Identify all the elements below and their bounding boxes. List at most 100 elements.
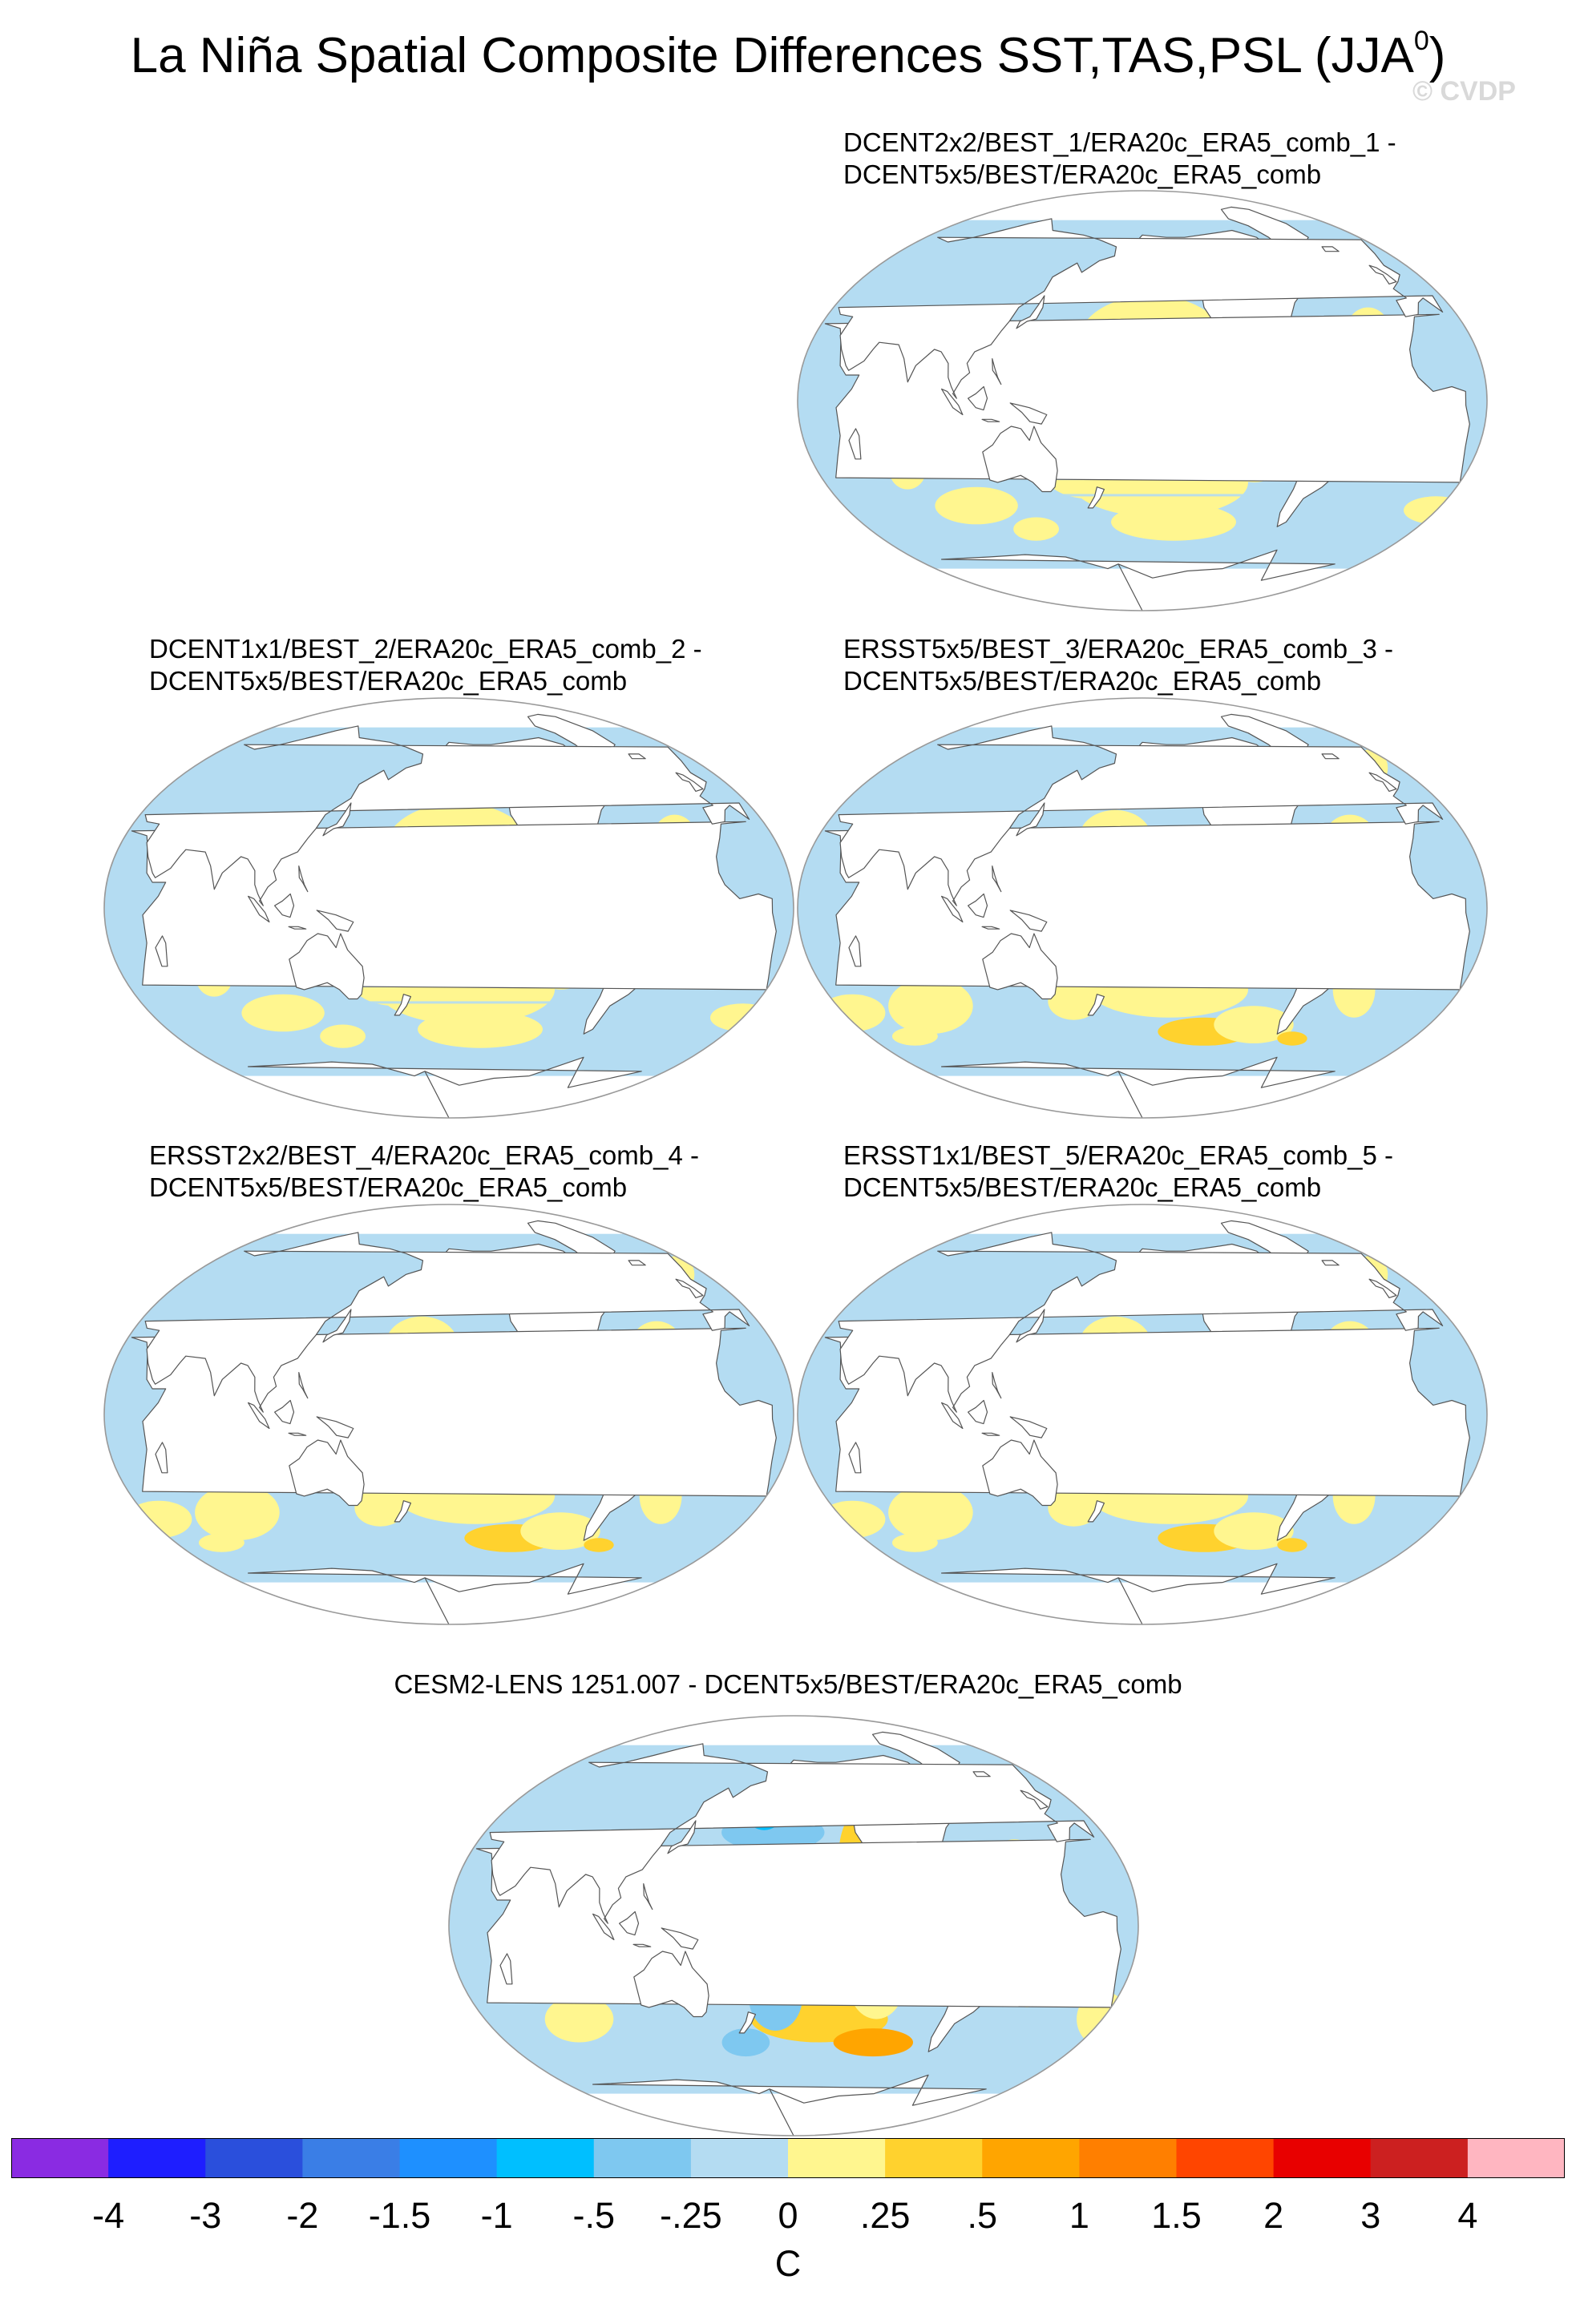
uk-land [675,1278,704,1298]
anomaly-patch [721,2028,770,2057]
africa-land [824,1327,1470,1497]
colorbar-tick-label: -1.5 [368,2195,431,2236]
eurasia-land [144,725,750,906]
colorbar-tick-label: -.25 [660,2195,722,2236]
anomaly-patch [544,1995,614,2043]
new-zealand-land [1087,994,1105,1016]
panel-title-3: ERSST5x5/BEST_3/ERA20c_ERA5_comb_3 - DCEN… [843,633,1393,697]
colorbar-swatch [496,2138,595,2178]
eurasia-land [838,218,1444,399]
panel-title-1: DCENT2x2/BEST_1/ERA20c_ERA5_comb_1 - DCEN… [843,127,1396,191]
anomaly-patch [1048,1489,1100,1527]
australia-land [982,933,1058,1000]
new-zealand-land [394,994,412,1016]
japan-land [1016,1309,1045,1343]
panel-2-title-line2: DCENT5x5/BEST/ERA20c_ERA5_comb [149,666,628,696]
japan-land [1016,802,1045,837]
colorbar-tick-label: 0 [778,2195,798,2236]
panel-5-title-line2: DCENT5x5/BEST/ERA20c_ERA5_comb [843,1172,1322,1202]
new-zealand-land [1087,1500,1105,1523]
anomaly-patch [125,1500,192,1539]
sumatra-land [248,895,270,923]
uk-land [1020,1789,1049,1810]
panel-4-title-line1: ERSST2x2/BEST_4/ERA20c_ERA5_comb_4 - [149,1140,699,1170]
uk-land [1368,772,1397,792]
colorbar-tick-label: .5 [967,2195,998,2236]
panel-5-title-line1: ERSST1x1/BEST_5/ERA20c_ERA5_comb_5 - [843,1140,1393,1170]
colorbar-tick-label: 4 [1457,2195,1478,2236]
anomaly-patch [935,486,1018,525]
map-panel-2 [103,697,794,1119]
antarctica-land [592,2074,987,2136]
africa-land [475,1838,1121,2008]
australia-land [982,426,1058,493]
title-close: ) [1429,28,1446,83]
map-panel-4 [103,1204,794,1625]
sumatra-land [941,1402,964,1430]
colorbar-swatch [788,2138,886,2178]
africa-land [131,1327,777,1497]
anomaly-patch [354,1489,406,1527]
antarctica-land [248,1563,642,1624]
anomaly-patch [195,1484,280,1541]
madagascar-land [848,935,862,967]
panel-3-title-line2: DCENT5x5/BEST/ERA20c_ERA5_comb [843,666,1322,696]
borneo-land [968,893,988,918]
panel-4-title-line2: DCENT5x5/BEST/ERA20c_ERA5_comb [149,1172,628,1202]
title-text: La Niña Spatial Composite Differences SS… [130,28,1414,83]
anomaly-patch [1277,1538,1307,1552]
map-outline [103,1204,794,1625]
grid-stripe [1039,494,1280,497]
colorbar-swatch [593,2138,692,2178]
title-superscript: 0 [1413,26,1429,56]
sumatra-land [592,1913,615,1941]
anomaly-patch [1048,982,1100,1020]
panel-title-5: ERSST1x1/BEST_5/ERA20c_ERA5_comb_5 - DCEN… [843,1140,1393,1204]
eurasia-land [838,1232,1444,1413]
new-zealand-land [1087,486,1105,509]
anomaly-patch [1013,517,1059,541]
africa-land [824,313,1470,483]
iceland-land [972,1771,991,1777]
map-outline [448,1715,1139,2136]
antarctica-land [248,1056,642,1118]
figure-title: La Niña Spatial Composite Differences SS… [0,24,1576,88]
panel-title-4: ERSST2x2/BEST_4/ERA20c_ERA5_comb_4 - DCEN… [149,1140,699,1204]
colorbar-units: C [774,2243,802,2284]
colorbar-swatch [1273,2138,1372,2178]
philippines-land [992,865,1002,893]
philippines-land [298,865,309,893]
sumatra-land [941,895,964,923]
panel-2-title-line1: DCENT1x1/BEST_2/ERA20c_ERA5_comb_2 - [149,634,702,664]
antarctica-land [941,1563,1336,1624]
panel-title-2: DCENT1x1/BEST_2/ERA20c_ERA5_comb_2 - DCEN… [149,633,702,697]
antarctica-land [941,1056,1336,1118]
colorbar-tick-label: -3 [189,2195,222,2236]
colorbar-swatch [399,2138,498,2178]
philippines-land [992,357,1002,385]
anomaly-patch [418,1011,543,1048]
anomaly-patch [833,2028,913,2057]
madagascar-land [155,935,168,967]
iceland-land [628,1260,646,1266]
colorbar-swatch [1370,2138,1469,2178]
indochina-islands-land [632,1943,652,1947]
iceland-land [1321,753,1340,760]
anomaly-patch [241,994,325,1032]
iceland-land [1321,1260,1340,1266]
colorbar-swatch [1079,2138,1178,2178]
panel-6-title-line1: CESM2-LENS 1251.007 - DCENT5x5/BEST/ERA2… [394,1669,1182,1699]
madagascar-land [155,1442,168,1474]
anomaly-patch [1214,1006,1294,1043]
anomaly-patch [520,1512,600,1550]
madagascar-land [848,428,862,460]
philippines-land [298,1371,309,1399]
philippines-land [643,1882,653,1910]
australia-land [633,1951,709,2018]
eurasia-land [838,725,1444,906]
colorbar-swatch [1176,2138,1275,2178]
indochina-islands-land [288,1432,307,1436]
iceland-land [1321,246,1340,252]
colorbar-tick-label: -2 [286,2195,319,2236]
new-guinea-land [1009,910,1048,932]
